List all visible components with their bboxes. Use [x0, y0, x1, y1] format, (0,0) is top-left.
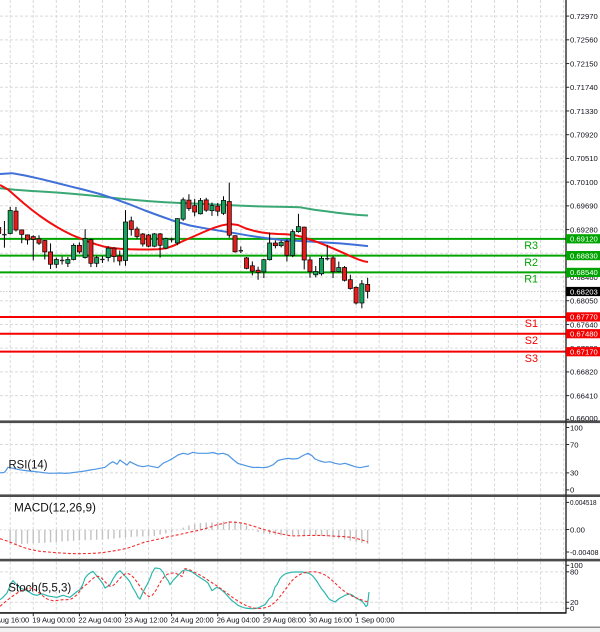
svg-text:0.70100: 0.70100 [570, 178, 598, 187]
svg-text:0.67480: 0.67480 [570, 330, 598, 339]
svg-text:0.69120: 0.69120 [570, 235, 598, 244]
svg-text:0: 0 [570, 604, 574, 613]
svg-text:0.70920: 0.70920 [570, 131, 598, 140]
svg-text:0.67170: 0.67170 [570, 348, 598, 357]
svg-text:0.00: 0.00 [570, 525, 585, 534]
svg-text:19 Aug 00:00: 19 Aug 00:00 [32, 616, 75, 625]
svg-text:S3: S3 [525, 353, 538, 365]
svg-text:0.68050: 0.68050 [570, 297, 598, 306]
svg-text:18 Aug 16:00: 18 Aug 16:00 [0, 616, 29, 625]
svg-text:0.66000: 0.66000 [570, 414, 598, 423]
svg-text:26 Aug 04:00: 26 Aug 04:00 [217, 616, 260, 625]
svg-text:-0.00408: -0.00408 [570, 548, 599, 557]
svg-text:R1: R1 [524, 274, 538, 286]
svg-text:100: 100 [570, 561, 583, 570]
svg-text:30: 30 [570, 469, 579, 478]
svg-text:22 Aug 04:00: 22 Aug 04:00 [78, 616, 121, 625]
svg-text:0.69690: 0.69690 [570, 202, 598, 211]
svg-text:S1: S1 [525, 318, 538, 330]
svg-text:29 Aug 08:00: 29 Aug 08:00 [263, 616, 306, 625]
svg-text:20: 20 [570, 598, 579, 607]
svg-text:70: 70 [570, 440, 579, 449]
svg-text:0: 0 [570, 486, 574, 495]
svg-text:80: 80 [570, 568, 579, 577]
svg-text:0.004518: 0.004518 [570, 498, 597, 507]
svg-text:0.72970: 0.72970 [570, 12, 598, 21]
svg-text:0.71740: 0.71740 [570, 83, 598, 92]
svg-text:MACD(12,26,9): MACD(12,26,9) [14, 500, 96, 514]
svg-text:0.66410: 0.66410 [570, 391, 598, 400]
svg-text:0.72560: 0.72560 [570, 36, 598, 45]
svg-text:0.72150: 0.72150 [570, 59, 598, 68]
svg-text:S2: S2 [525, 335, 538, 347]
svg-text:R2: R2 [524, 257, 538, 269]
svg-text:30 Aug 16:00: 30 Aug 16:00 [309, 616, 352, 625]
svg-text:R3: R3 [524, 240, 538, 252]
svg-text:0.68540: 0.68540 [570, 268, 598, 277]
svg-text:24 Aug 20:00: 24 Aug 20:00 [171, 616, 214, 625]
svg-text:RSI(14): RSI(14) [9, 458, 48, 472]
svg-text:0.68203: 0.68203 [570, 287, 598, 296]
svg-text:0.68460: 0.68460 [570, 273, 598, 282]
svg-text:0.67640: 0.67640 [570, 320, 598, 329]
svg-text:100: 100 [570, 423, 583, 432]
svg-text:0.70510: 0.70510 [570, 154, 598, 163]
svg-text:Stoch(5,5,3): Stoch(5,5,3) [8, 580, 71, 594]
svg-text:0.69280: 0.69280 [570, 225, 598, 234]
svg-text:0.68830: 0.68830 [570, 251, 598, 260]
svg-text:23 Aug 12:00: 23 Aug 12:00 [125, 616, 168, 625]
svg-text:0.71330: 0.71330 [570, 107, 598, 116]
svg-text:1 Sep 00:00: 1 Sep 00:00 [355, 616, 394, 625]
svg-text:0.66820: 0.66820 [570, 368, 598, 377]
svg-text:0.67770: 0.67770 [570, 313, 598, 322]
